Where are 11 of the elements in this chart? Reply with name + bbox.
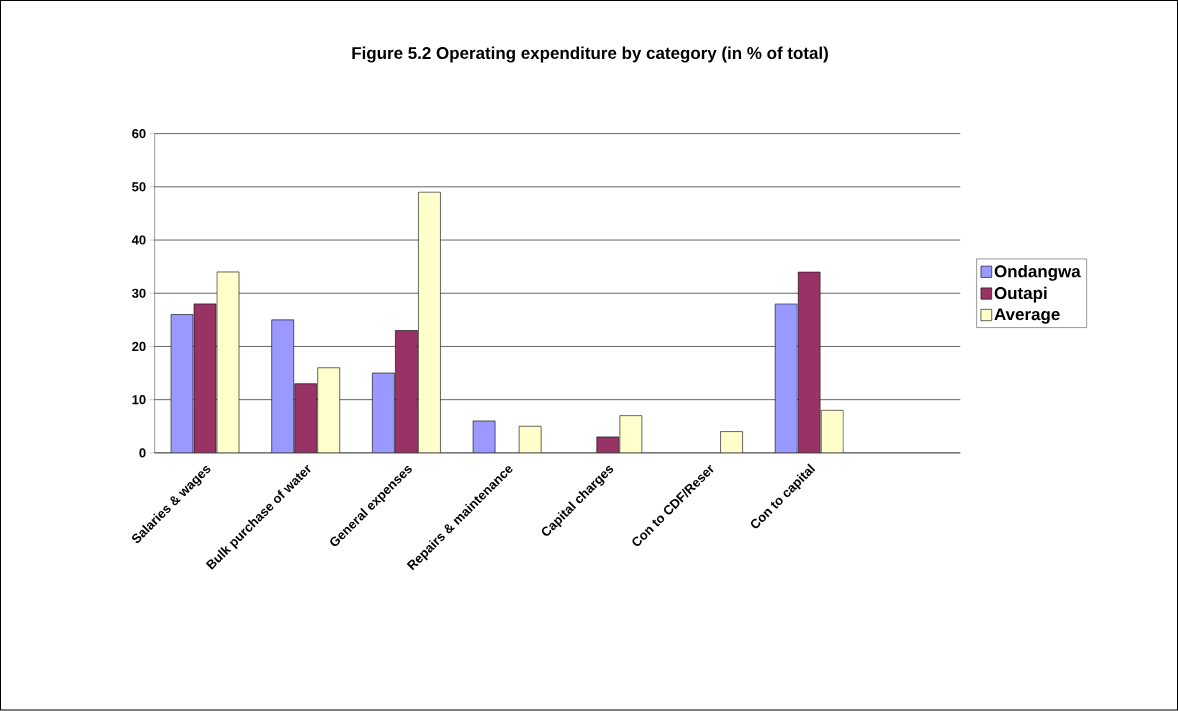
legend-label: Outapi	[994, 286, 1047, 303]
y-tick-label: 30	[131, 288, 146, 299]
y-tick-label: 50	[132, 182, 146, 192]
y-tick-label: 10	[132, 395, 146, 405]
y-tick-label: 0	[139, 448, 146, 458]
y-tick-label: 40	[131, 235, 146, 245]
legend-label: Average	[994, 308, 1060, 324]
legend-label: Ondangwa	[994, 265, 1081, 281]
y-tick-label: 60	[132, 129, 146, 139]
chart-title: Figure 5.2 Operating expenditure by category (in % of total)	[352, 46, 828, 63]
y-tick-label: 20	[132, 342, 146, 352]
